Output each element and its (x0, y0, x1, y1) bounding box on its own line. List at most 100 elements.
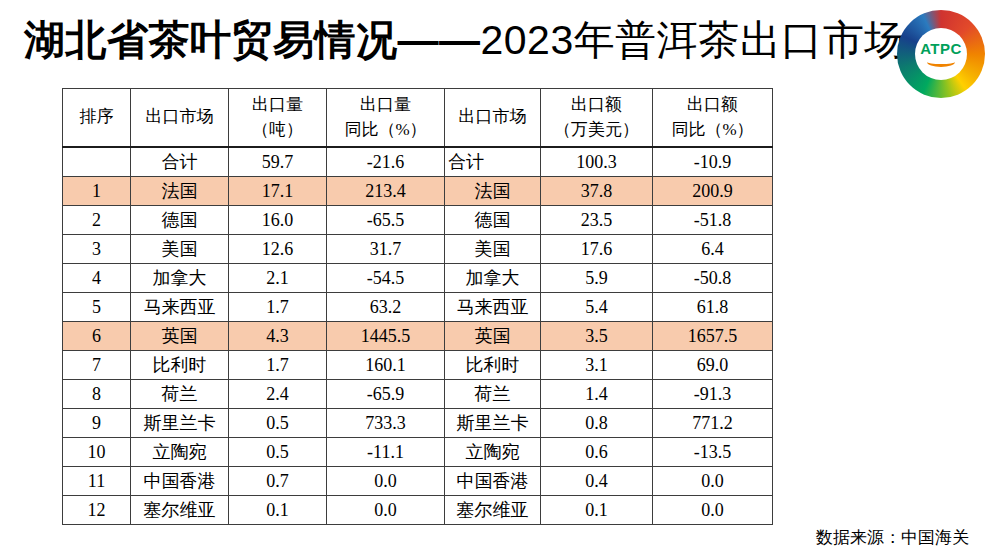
cell-market-2: 加拿大 (445, 264, 541, 293)
data-source: 数据来源：中国海关 (816, 526, 969, 549)
cell-export-volume: 1.7 (229, 351, 327, 380)
cell-export-value: 5.4 (541, 293, 653, 322)
page-title: 湖北省茶叶贸易情况——2023年普洱茶出口市场 (24, 16, 906, 65)
cell-market: 美国 (131, 235, 229, 264)
cell-volume-yoy: 733.3 (327, 409, 445, 438)
cell-volume-yoy: -54.5 (327, 264, 445, 293)
cell-market: 合计 (131, 147, 229, 177)
cell-export-volume: 16.0 (229, 206, 327, 235)
cell-export-value: 3.5 (541, 322, 653, 351)
cell-market-2: 美国 (445, 235, 541, 264)
table-row: 1法国17.1213.4法国37.8200.9 (63, 177, 773, 206)
cell-rank: 6 (63, 322, 131, 351)
cell-rank: 11 (63, 467, 131, 496)
cell-market-2: 英国 (445, 322, 541, 351)
cell-market: 荷兰 (131, 380, 229, 409)
cell-rank: 1 (63, 177, 131, 206)
cell-export-value: 0.1 (541, 496, 653, 525)
table-row: 8荷兰2.4-65.9荷兰1.4-91.3 (63, 380, 773, 409)
cell-market: 英国 (131, 322, 229, 351)
cell-market-2: 合计 (445, 147, 541, 177)
cell-export-value: 23.5 (541, 206, 653, 235)
cell-rank: 8 (63, 380, 131, 409)
logo-text: ATPC (920, 41, 962, 56)
cell-market: 塞尔维亚 (131, 496, 229, 525)
cell-rank: 3 (63, 235, 131, 264)
cell-export-value: 37.8 (541, 177, 653, 206)
cell-export-volume: 0.1 (229, 496, 327, 525)
cell-export-volume: 0.5 (229, 438, 327, 467)
cell-export-value: 0.8 (541, 409, 653, 438)
cell-market: 法国 (131, 177, 229, 206)
table-row: 9斯里兰卡0.5733.3斯里兰卡0.8771.2 (63, 409, 773, 438)
cell-export-value: 0.4 (541, 467, 653, 496)
cell-export-value: 5.9 (541, 264, 653, 293)
logo-swoosh-icon (927, 57, 955, 67)
table-row: 合计59.7-21.6合计100.3-10.9 (63, 147, 773, 177)
cell-export-value: 1.4 (541, 380, 653, 409)
cell-volume-yoy: -65.9 (327, 380, 445, 409)
cell-export-value: 17.6 (541, 235, 653, 264)
cell-market: 马来西亚 (131, 293, 229, 322)
cell-volume-yoy: 31.7 (327, 235, 445, 264)
cell-market-2: 比利时 (445, 351, 541, 380)
table-row: 4加拿大2.1-54.5加拿大5.9-50.8 (63, 264, 773, 293)
cell-export-volume: 2.1 (229, 264, 327, 293)
cell-export-volume: 0.5 (229, 409, 327, 438)
cell-market: 加拿大 (131, 264, 229, 293)
cell-value-yoy: -91.3 (653, 380, 773, 409)
cell-rank: 12 (63, 496, 131, 525)
cell-volume-yoy: 160.1 (327, 351, 445, 380)
table-row: 11中国香港0.70.0中国香港0.40.0 (63, 467, 773, 496)
cell-value-yoy: -51.8 (653, 206, 773, 235)
cell-rank (63, 147, 131, 177)
cell-rank: 4 (63, 264, 131, 293)
table-row: 12塞尔维亚0.10.0塞尔维亚0.10.0 (63, 496, 773, 525)
table-row: 6英国4.31445.5英国3.51657.5 (63, 322, 773, 351)
table-row: 5马来西亚1.763.2马来西亚5.461.8 (63, 293, 773, 322)
cell-market-2: 德国 (445, 206, 541, 235)
cell-export-value: 100.3 (541, 147, 653, 177)
cell-value-yoy: 200.9 (653, 177, 773, 206)
cell-volume-yoy: -65.5 (327, 206, 445, 235)
cell-volume-yoy: -11.1 (327, 438, 445, 467)
cell-volume-yoy: 0.0 (327, 467, 445, 496)
cell-export-volume: 59.7 (229, 147, 327, 177)
cell-rank: 9 (63, 409, 131, 438)
atpc-logo: ATPC (897, 10, 985, 98)
cell-rank: 5 (63, 293, 131, 322)
header-export-volume: 出口量 （吨） (229, 89, 327, 148)
cell-rank: 2 (63, 206, 131, 235)
cell-market: 立陶宛 (131, 438, 229, 467)
cell-export-value: 0.6 (541, 438, 653, 467)
header-export-value: 出口额 （万美元） (541, 89, 653, 148)
cell-market: 斯里兰卡 (131, 409, 229, 438)
cell-export-volume: 12.6 (229, 235, 327, 264)
header-export-value-yoy: 出口额 同比（%） (653, 89, 773, 148)
cell-export-volume: 2.4 (229, 380, 327, 409)
cell-value-yoy: -10.9 (653, 147, 773, 177)
cell-market-2: 塞尔维亚 (445, 496, 541, 525)
cell-market-2: 立陶宛 (445, 438, 541, 467)
cell-volume-yoy: -21.6 (327, 147, 445, 177)
header-export-market: 出口市场 (131, 89, 229, 148)
cell-export-volume: 1.7 (229, 293, 327, 322)
cell-value-yoy: -50.8 (653, 264, 773, 293)
cell-market-2: 法国 (445, 177, 541, 206)
cell-value-yoy: 0.0 (653, 467, 773, 496)
cell-market-2: 中国香港 (445, 467, 541, 496)
cell-export-volume: 0.7 (229, 467, 327, 496)
header-export-volume-yoy: 出口量 同比（%） (327, 89, 445, 148)
logo-center: ATPC (915, 28, 967, 80)
cell-rank: 7 (63, 351, 131, 380)
cell-value-yoy: 1657.5 (653, 322, 773, 351)
slide: 湖北省茶叶贸易情况——2023年普洱茶出口市场 ATPC 排序 出口市场 出口量… (0, 0, 989, 556)
header-export-market-2: 出口市场 (445, 89, 541, 148)
cell-volume-yoy: 63.2 (327, 293, 445, 322)
cell-volume-yoy: 1445.5 (327, 322, 445, 351)
cell-market: 德国 (131, 206, 229, 235)
cell-market: 比利时 (131, 351, 229, 380)
table-row: 7比利时1.7160.1比利时3.169.0 (63, 351, 773, 380)
table-row: 3美国12.631.7美国17.66.4 (63, 235, 773, 264)
cell-value-yoy: 771.2 (653, 409, 773, 438)
